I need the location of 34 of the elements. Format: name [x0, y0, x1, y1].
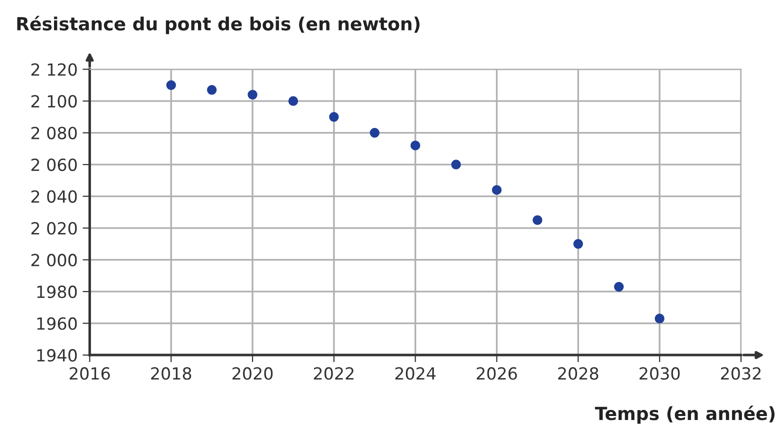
y-tick-label: 2 060 — [31, 158, 77, 172]
point — [451, 160, 461, 170]
y-tick-label: 2 000 — [31, 254, 77, 266]
x-tick-label: 2020 — [232, 367, 273, 380]
point — [248, 90, 258, 100]
y-tick-label: 1980 — [37, 286, 77, 298]
y-tick-label: 1940 — [37, 349, 77, 362]
y-tick-label: 1960 — [37, 317, 77, 330]
point — [492, 185, 502, 195]
y-tick-label: 2 040 — [31, 190, 77, 203]
point — [206, 85, 217, 95]
y-tick-label: 2 080 — [31, 126, 77, 140]
x-tick-label: 2018 — [151, 367, 192, 380]
point — [614, 282, 624, 292]
x-tick-label: 2024 — [395, 367, 436, 380]
point — [573, 239, 584, 249]
point — [166, 80, 176, 90]
point — [288, 96, 298, 106]
x-tick-label: 2016 — [70, 367, 110, 380]
y-tick-label: 2 100 — [31, 94, 77, 108]
point — [329, 112, 339, 122]
y-tick-label: 2 120 — [31, 63, 77, 76]
point — [532, 215, 542, 225]
point — [370, 128, 380, 138]
x-tick-label: 2028 — [558, 367, 598, 380]
chart-title: Résistance du pont de bois (en newton) — [17, 16, 420, 34]
y-tick-label: 2 020 — [31, 222, 77, 235]
x-axis-title: Temps (en année) — [594, 406, 775, 424]
point — [410, 140, 420, 150]
x-tick-label: 2022 — [314, 367, 354, 380]
x-tick-label: 2030 — [640, 367, 680, 380]
x-tick-label: 2026 — [476, 367, 517, 380]
x-tick-label: 2032 — [721, 367, 761, 380]
point — [654, 314, 664, 324]
